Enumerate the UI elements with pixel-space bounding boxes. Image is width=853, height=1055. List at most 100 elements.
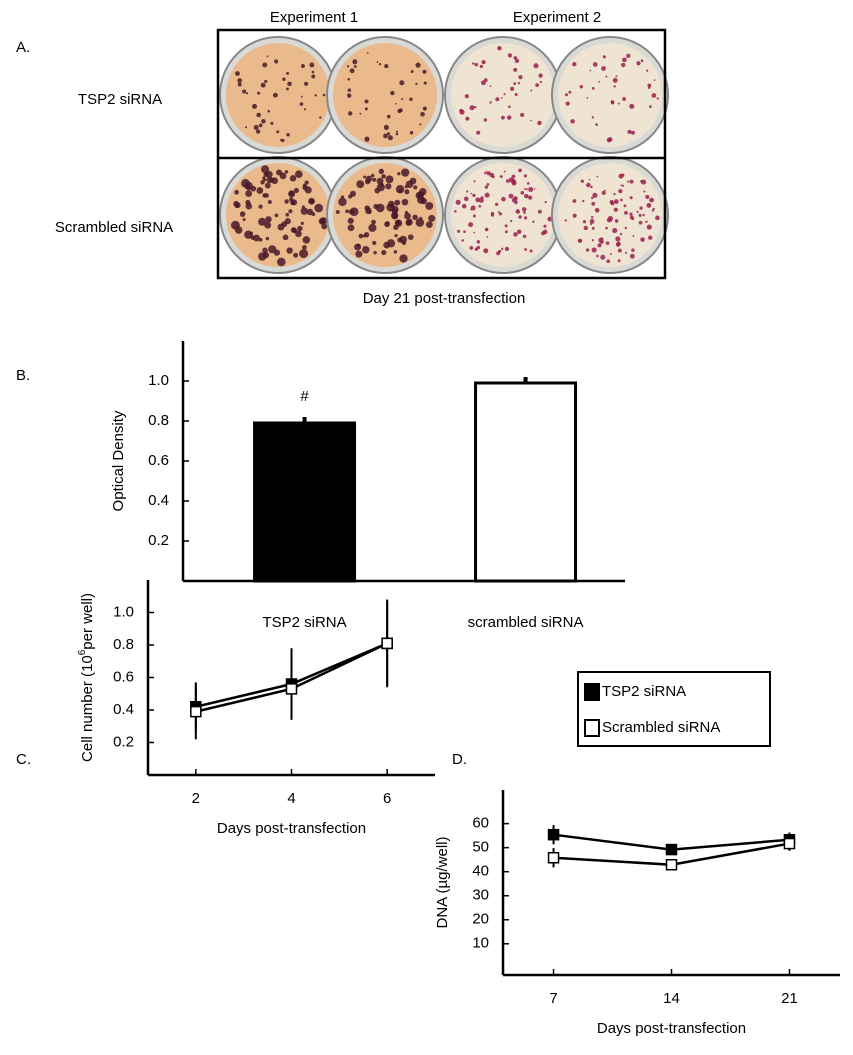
colony [510,86,515,91]
x-tick-label: 21 [781,990,798,1007]
colony [423,81,427,85]
colony [279,172,287,180]
colony [347,111,353,116]
colony [515,209,521,214]
colony [639,206,643,210]
colony [280,138,283,142]
colony [261,165,270,174]
colony [363,175,367,179]
colony [419,123,422,126]
colony [288,190,296,198]
y-axis-label-part: Cell number (10 [79,655,96,762]
colony [395,132,399,136]
colony [239,211,246,217]
colony [514,200,518,205]
colony [605,75,608,78]
colony [613,85,616,88]
column-label: Experiment 1 [270,9,358,26]
colony [613,199,619,204]
colony [237,82,242,87]
colony [622,97,627,101]
colony [242,218,246,222]
colony [606,137,612,143]
colony [475,197,481,203]
colony [622,57,627,63]
colony [258,204,263,209]
colony [620,198,623,202]
colony [250,185,257,192]
colony [583,225,588,231]
colony [364,178,371,185]
colony [590,196,594,200]
colony [264,221,272,229]
colony [234,226,243,234]
colony [497,211,500,214]
panel-label: D. [452,751,467,768]
colony [483,78,488,82]
colony [404,189,410,195]
colony [514,58,520,63]
colony [314,94,317,97]
colony [579,85,584,89]
colony [629,212,633,216]
colony [612,228,618,234]
colony [472,62,475,65]
colony [263,178,267,182]
colony [640,237,645,242]
colony [505,179,510,183]
colony [295,170,303,178]
colony [489,172,495,178]
colony [385,175,394,184]
colony [629,253,635,259]
colony [484,171,487,175]
colony [649,197,654,203]
colony [335,210,340,214]
x-tick-label: TSP2 siRNA [262,614,346,631]
colony [372,177,377,182]
colony [530,89,533,92]
bar [253,421,357,583]
colony [530,119,533,122]
colony [513,67,518,72]
colony [640,59,644,63]
colony [473,180,476,183]
colony [601,66,606,71]
colony [610,201,615,206]
colony [319,217,328,225]
colony [464,94,469,99]
colony [514,92,518,97]
colony [648,235,653,240]
x-axis-label: Days post-transfection [217,820,366,837]
colony [302,245,307,250]
colony [572,213,577,218]
colony [468,222,474,228]
colony [387,135,393,141]
well-inner [333,163,437,267]
colony [407,234,414,241]
well-photos [219,36,669,274]
colony [410,70,414,74]
colony [520,191,525,195]
colony [474,62,479,67]
colony [289,175,297,182]
colony [286,71,290,75]
colony [522,234,527,239]
colony [547,216,553,222]
colony [501,247,504,251]
row-label: Scrambled siRNA [55,219,173,236]
colony [590,185,593,189]
colony [470,192,473,195]
colony [526,182,530,185]
colony [592,192,598,198]
colony [504,230,508,234]
colony [621,184,625,187]
colony [589,219,595,224]
colony [386,239,396,248]
colony [481,60,486,65]
colony [409,97,413,102]
colony [266,55,269,58]
colony [511,174,516,179]
colony [245,202,253,210]
colony [233,200,239,207]
colony [590,215,594,219]
